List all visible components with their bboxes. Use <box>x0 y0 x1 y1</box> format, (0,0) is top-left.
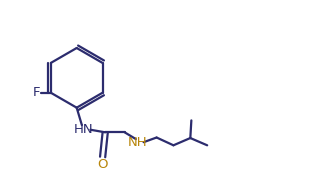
Text: O: O <box>97 158 108 171</box>
Text: HN: HN <box>73 123 93 136</box>
Text: F: F <box>33 86 40 99</box>
Text: NH: NH <box>127 136 147 149</box>
